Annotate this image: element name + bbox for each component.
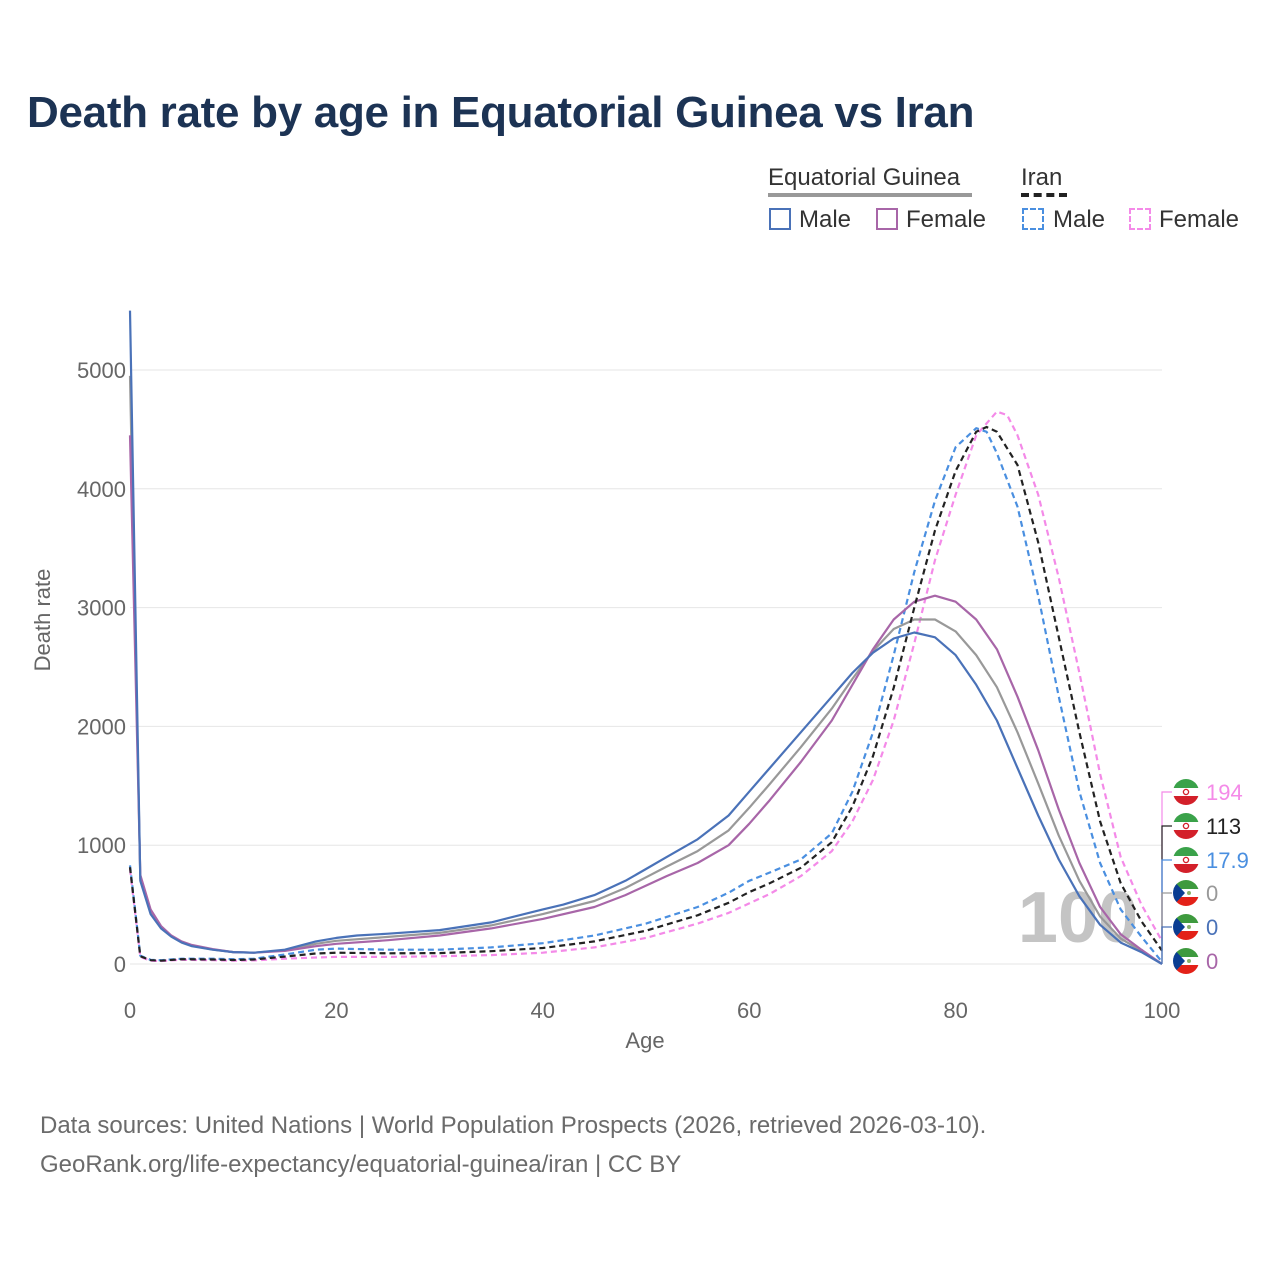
series-line-eg-male[interactable] — [128, 310, 1163, 965]
data-sources: Data sources: United Nations | World Pop… — [40, 1106, 986, 1184]
sources-line-1: Data sources: United Nations | World Pop… — [40, 1112, 987, 1139]
line-chart: 0 1000 2000 3000 4000 5000 0 20 40 60 80 100 100 1… — [30, 310, 1249, 1053]
legend-group-iran-line — [1021, 193, 1067, 197]
equatorial-guinea-flag-icon — [1173, 948, 1199, 974]
iran-flag-icon — [1173, 779, 1199, 805]
end-value-label-iran-total: 113 — [1206, 814, 1241, 839]
legend-label-iran-female[interactable]: Female — [1159, 206, 1240, 233]
end-value-label-eg-total: 0 — [1206, 881, 1218, 906]
y-tick-label: 4000 — [77, 477, 126, 502]
y-tick-label: 1000 — [77, 833, 126, 858]
series-lines — [128, 310, 1163, 965]
y-tick-label: 2000 — [77, 714, 126, 739]
legend-swatch-iran-male[interactable] — [1022, 208, 1044, 230]
legend-swatch-eg-female[interactable] — [876, 208, 898, 230]
legend-label-eg-female[interactable]: Female — [906, 206, 987, 233]
x-tick-label: 60 — [737, 998, 761, 1023]
y-tick-label: 3000 — [77, 596, 126, 621]
sources-line-2[interactable]: GeoRank.org/life-expectancy/equatorial-g… — [40, 1151, 682, 1178]
end-value-label-eg-male: 0 — [1206, 915, 1218, 940]
iran-flag-icon — [1173, 813, 1199, 839]
end-label-connector — [1161, 859, 1172, 962]
series-line-eg-total[interactable] — [128, 375, 1163, 965]
year-watermark: 100 — [1018, 878, 1138, 958]
y-axis-label: Death rate — [30, 569, 55, 672]
legend-group-iran[interactable]: Iran — [1021, 164, 1063, 191]
legend-group-equatorial-guinea[interactable]: Equatorial Guinea — [768, 164, 961, 191]
y-tick-label: 0 — [114, 952, 126, 977]
x-tick-label: 80 — [943, 998, 967, 1023]
x-tick-label: 100 — [1144, 998, 1181, 1023]
end-value-label-iran-male: 17.9 — [1206, 848, 1249, 873]
x-axis: 0 20 40 60 80 100 — [124, 998, 1180, 1023]
legend-label-iran-male[interactable]: Male — [1053, 206, 1106, 233]
end-label-connector — [1161, 892, 1172, 964]
legend-swatch-iran-female[interactable] — [1129, 208, 1151, 230]
grid — [130, 369, 1162, 965]
series-line-iran-total[interactable] — [128, 425, 1163, 962]
series-line-iran-male[interactable] — [128, 427, 1163, 963]
end-value-label-iran-female: 194 — [1206, 780, 1243, 805]
end-labels: 194 113 17.9 0 0 0 — [1161, 779, 1249, 974]
end-label-connector — [1161, 926, 1172, 964]
equatorial-guinea-flag-icon — [1173, 880, 1199, 906]
equatorial-guinea-flag-icon — [1173, 914, 1199, 940]
x-axis-label: Age — [625, 1028, 664, 1053]
end-value-label-eg-female: 0 — [1206, 949, 1218, 974]
x-tick-label: 40 — [531, 998, 555, 1023]
end-label-connector — [1161, 791, 1172, 941]
legend-group-equatorial-guinea-line — [768, 193, 972, 197]
legend-label-eg-male[interactable]: Male — [799, 206, 852, 233]
y-tick-label: 5000 — [77, 358, 126, 383]
legend-swatch-eg-male[interactable] — [769, 208, 791, 230]
series-line-iran-female[interactable] — [128, 410, 1163, 963]
end-label-connector — [1161, 825, 1172, 951]
y-axis: 0 1000 2000 3000 4000 5000 — [77, 358, 126, 977]
iran-flag-icon — [1173, 847, 1199, 873]
x-tick-label: 20 — [324, 998, 348, 1023]
legend: Equatorial Guinea Iran Male Female Male … — [0, 0, 1280, 260]
chart-title: Death rate by age in Equatorial Guinea v… — [27, 88, 975, 137]
series-line-eg-female[interactable] — [128, 435, 1163, 965]
x-tick-label: 0 — [124, 998, 136, 1023]
